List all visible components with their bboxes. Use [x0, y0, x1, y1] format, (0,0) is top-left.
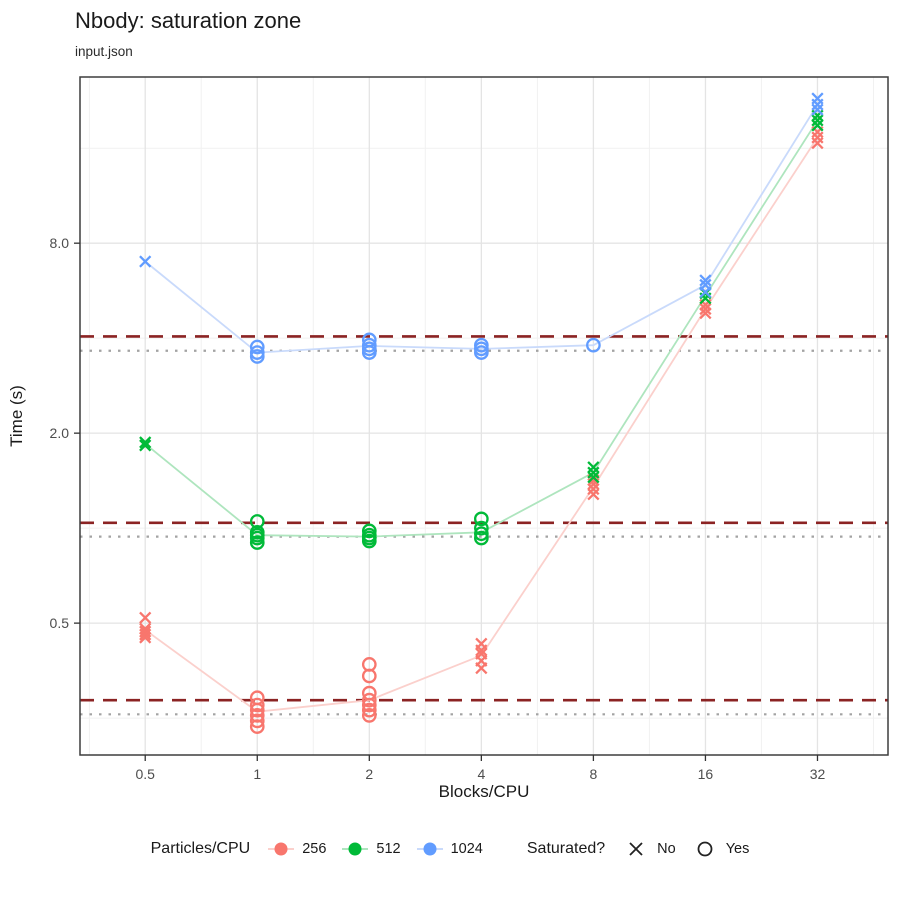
data-point-x-256	[139, 631, 152, 644]
data-point-circle-256	[249, 719, 265, 734]
data-point-circle-512	[474, 530, 489, 546]
x-tick-label: 2	[365, 766, 373, 782]
data-point-circle-256	[361, 708, 377, 723]
data-point-circle-512	[474, 526, 489, 542]
data-point-x-256	[699, 307, 712, 320]
y-axis-title: Time (s)	[7, 385, 27, 447]
data-point-circle-512	[474, 520, 489, 536]
y-tick-label: 0.5	[50, 615, 70, 631]
x-tick-label: 32	[810, 766, 826, 782]
panel-border	[79, 76, 889, 756]
data-point-circle-1024	[249, 349, 265, 364]
data-point-circle-256	[361, 692, 377, 708]
data-point-circle-1024	[361, 345, 377, 360]
data-point-x-256	[811, 137, 824, 150]
data-point-circle-256	[249, 713, 265, 729]
data-point-x-256	[139, 628, 152, 641]
legend-key-dot-icon	[268, 842, 295, 856]
data-point-x-256	[587, 488, 600, 501]
legend-shapes-group: No Yes	[615, 838, 749, 860]
data-point-x-1024	[699, 274, 712, 287]
data-point-circle-256	[361, 702, 377, 718]
legend-item-label: 1024	[450, 841, 483, 857]
data-point-x-1024	[139, 255, 152, 268]
data-point-x-512	[587, 466, 600, 479]
legend-key-circle-icon	[697, 841, 713, 857]
data-point-circle-512	[474, 511, 489, 527]
legend-item-saturated-no: No	[621, 838, 676, 860]
data-point-circle-512	[361, 533, 377, 549]
legend-item-label: 512	[376, 841, 401, 857]
data-point-x-512	[139, 436, 152, 449]
data-point-circle-256	[361, 697, 377, 713]
legend-item-256: 256	[266, 838, 326, 860]
legend-key-dot-icon	[416, 842, 443, 856]
data-point-x-512	[811, 119, 824, 132]
data-point-x-512	[139, 439, 152, 452]
x-axis-title: Blocks/CPU	[438, 782, 530, 801]
data-point-x-512	[587, 461, 600, 474]
legend-title-saturated: Saturated?	[526, 840, 606, 857]
data-point-circle-256	[249, 702, 265, 718]
legend-key-x-icon	[629, 842, 643, 856]
legend: Particles/CPU 256 512 1024 Saturated? No Ye…	[0, 838, 900, 860]
data-point-circle-512	[249, 514, 265, 529]
data-point-circle-1024	[586, 337, 601, 353]
data-point-x-256	[139, 611, 152, 624]
data-point-circle-512	[249, 535, 265, 550]
data-point-x-256	[587, 482, 600, 496]
legend-key-dot-icon	[342, 842, 369, 856]
y-axis-title-wrap: Time (s)	[6, 77, 28, 755]
data-point-x-1024	[699, 285, 712, 299]
x-tick-label: 4	[477, 766, 485, 782]
data-point-x-1024	[811, 103, 824, 116]
data-point-circle-512	[361, 523, 377, 539]
data-point-x-256	[699, 302, 712, 316]
data-point-circle-256	[249, 697, 265, 713]
legend-item-512: 512	[340, 838, 401, 860]
legend-series-group: 256 512 1024	[260, 838, 483, 860]
plot-panel: 0.5 1 2 4 8 16 32 0.5 2.0 8.0	[50, 76, 889, 782]
legend-item-label: Yes	[725, 841, 750, 857]
legend-item-1024: 1024	[415, 838, 483, 860]
data-point-x-256	[475, 662, 488, 675]
data-point-circle-1024	[249, 339, 265, 355]
legend-item-saturated-yes: Yes	[690, 838, 750, 860]
data-point-x-256	[475, 644, 488, 657]
x-tick-label: 8	[589, 766, 597, 782]
data-point-circle-256	[361, 668, 377, 684]
x-tick-label: 0.5	[135, 766, 155, 782]
legend-title-particles: Particles/CPU	[150, 840, 251, 857]
data-point-x-512	[587, 471, 600, 484]
legend-item-label: No	[657, 841, 676, 857]
x-tick-label: 16	[698, 766, 714, 782]
chart-subtitle: input.json	[75, 44, 133, 59]
data-point-circle-512	[249, 530, 265, 546]
chart-title: Nbody: saturation zone	[75, 8, 302, 33]
x-tick-label: 1	[253, 766, 261, 782]
y-tick-label: 8.0	[50, 235, 70, 251]
legend-item-label: 256	[302, 841, 327, 857]
data-point-x-512	[811, 114, 824, 127]
y-tick-label: 2.0	[50, 425, 70, 441]
data-point-circle-256	[249, 708, 265, 723]
data-point-x-1024	[811, 98, 824, 111]
data-point-circle-1024	[474, 345, 489, 360]
